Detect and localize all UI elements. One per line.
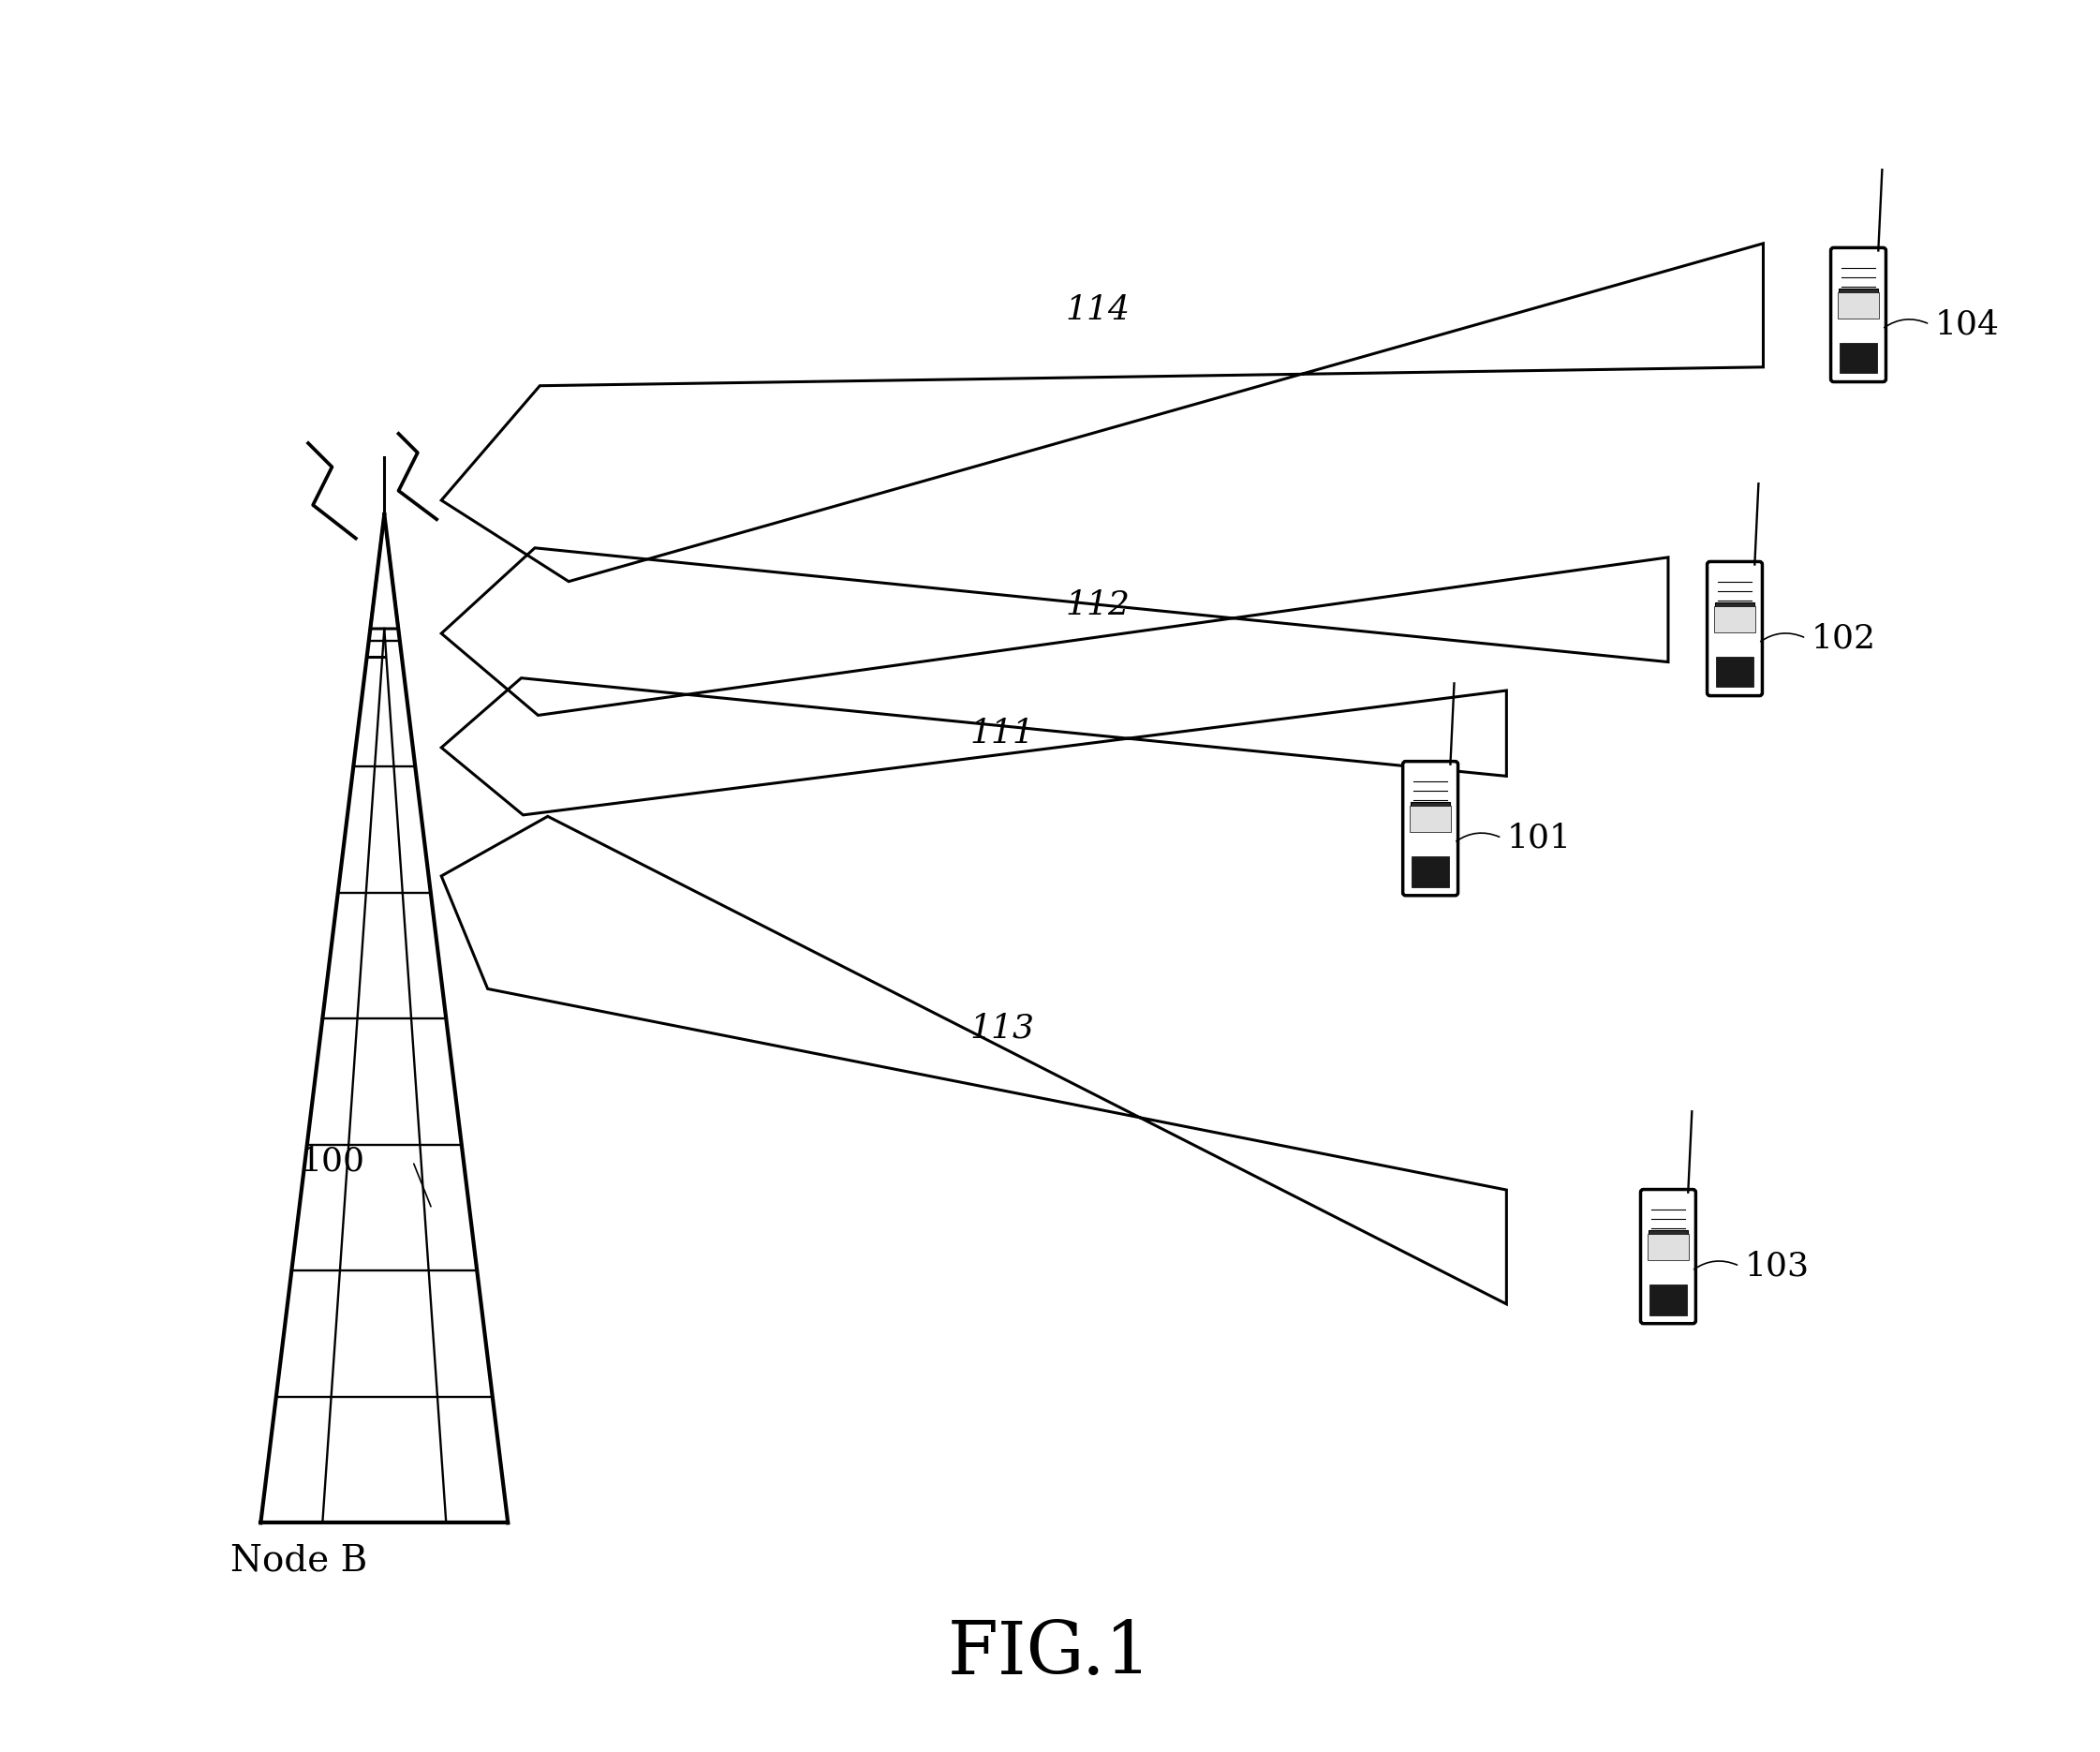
Text: 111: 111 — [970, 717, 1035, 750]
Text: FIG.1: FIG.1 — [947, 1619, 1153, 1689]
Text: 102: 102 — [1810, 622, 1875, 653]
Bar — [1648, 1284, 1686, 1316]
FancyBboxPatch shape — [1403, 762, 1457, 895]
Bar — [1716, 657, 1754, 687]
Text: 100: 100 — [300, 1146, 365, 1177]
Text: Node B: Node B — [231, 1544, 368, 1579]
Bar — [1838, 293, 1880, 319]
Text: 103: 103 — [1745, 1251, 1808, 1282]
Bar — [1411, 857, 1449, 887]
Bar — [1648, 1230, 1688, 1256]
Text: 112: 112 — [1065, 589, 1130, 620]
Text: 104: 104 — [1934, 308, 1999, 340]
Bar — [1411, 802, 1451, 829]
FancyBboxPatch shape — [1707, 562, 1762, 696]
FancyBboxPatch shape — [1640, 1190, 1695, 1323]
Text: 113: 113 — [970, 1013, 1035, 1044]
FancyBboxPatch shape — [1831, 247, 1886, 382]
Bar — [1716, 603, 1756, 629]
Text: 114: 114 — [1065, 294, 1130, 326]
Bar — [1409, 806, 1451, 832]
Bar — [1646, 1233, 1688, 1260]
Text: 101: 101 — [1506, 822, 1571, 853]
Bar — [1714, 606, 1756, 632]
Bar — [1838, 287, 1877, 315]
Bar — [1840, 343, 1877, 373]
